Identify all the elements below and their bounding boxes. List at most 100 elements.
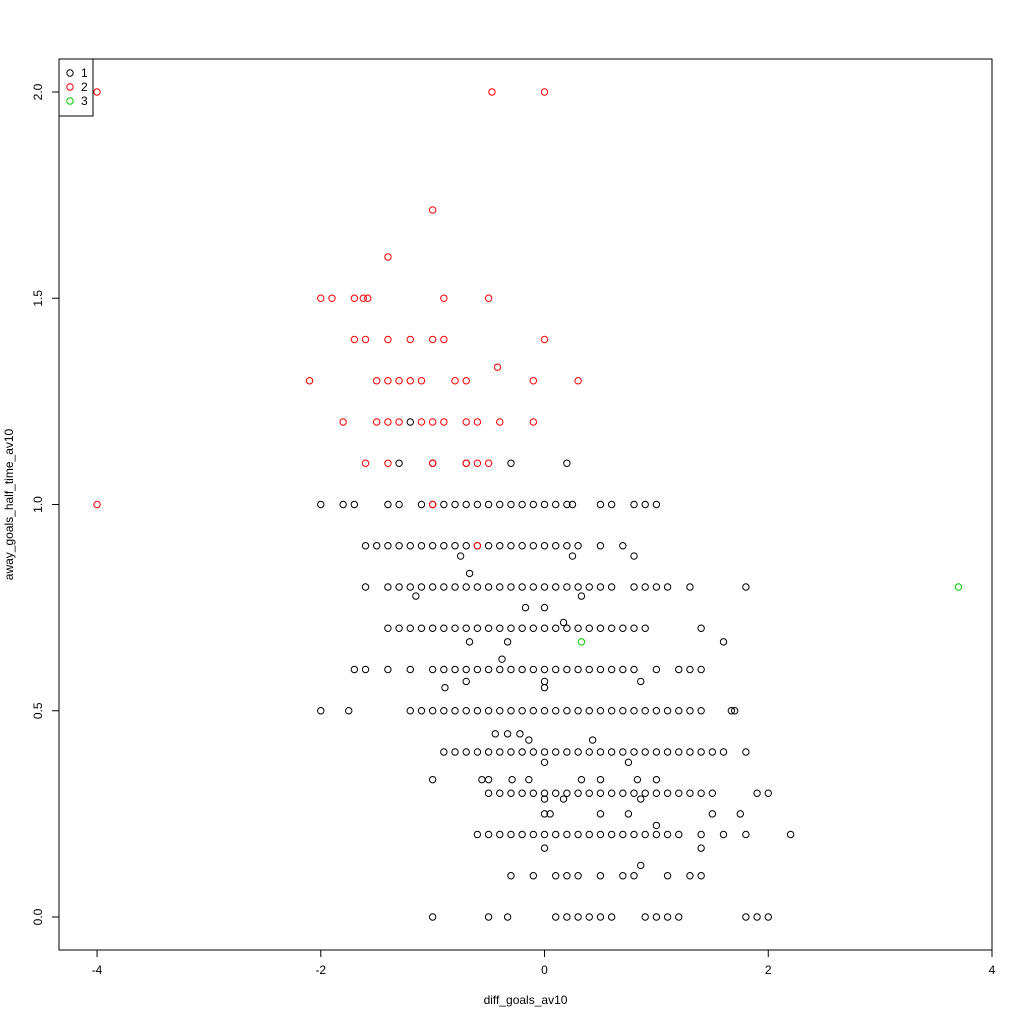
data-point <box>428 707 437 715</box>
data-point <box>406 542 414 550</box>
data-point <box>563 459 571 467</box>
data-point <box>641 583 649 591</box>
data-point <box>630 624 638 632</box>
data-point <box>462 707 470 715</box>
data-point <box>585 748 593 756</box>
data-point <box>451 707 459 715</box>
data-point <box>585 624 593 632</box>
data-point <box>395 500 403 509</box>
data-point <box>493 363 502 371</box>
data-point <box>736 810 744 818</box>
data-point <box>954 583 963 591</box>
data-point <box>518 707 526 715</box>
data-point <box>552 583 560 591</box>
data-point <box>619 665 627 674</box>
data-point <box>753 789 761 797</box>
data-point <box>675 748 683 756</box>
data-point <box>559 795 568 803</box>
data-point <box>596 913 605 921</box>
data-point <box>417 583 426 591</box>
data-point <box>317 707 325 715</box>
data-point <box>607 913 616 921</box>
data-point <box>719 638 728 646</box>
data-point <box>451 583 459 591</box>
data-point <box>563 583 571 591</box>
data-point <box>525 775 533 784</box>
data-point <box>350 665 359 674</box>
data-point <box>451 500 459 509</box>
data-point <box>529 624 538 632</box>
data-point <box>652 789 661 797</box>
data-point <box>507 459 515 467</box>
data-point <box>585 707 593 715</box>
data-point <box>462 418 470 426</box>
data-point <box>440 583 448 591</box>
data-point <box>507 748 515 756</box>
data-point <box>641 789 649 797</box>
data-point <box>663 872 672 880</box>
data-point <box>563 665 571 674</box>
y-tick-label: 2.0 <box>31 83 45 100</box>
data-point <box>588 736 597 744</box>
data-point <box>630 500 638 509</box>
data-point <box>518 789 526 797</box>
data-point <box>540 677 549 686</box>
data-point <box>540 844 549 852</box>
data-point <box>764 789 772 797</box>
data-point <box>652 748 661 756</box>
data-point <box>540 583 549 591</box>
data-point <box>473 542 482 550</box>
data-point <box>462 459 470 467</box>
data-point <box>518 830 526 839</box>
data-point <box>675 913 683 921</box>
data-point <box>462 665 470 674</box>
data-point <box>546 810 554 818</box>
data-point <box>350 500 359 509</box>
x-axis-title: diff_goals_av10 <box>484 993 568 1007</box>
data-point <box>440 542 448 550</box>
data-point <box>563 830 571 839</box>
data-point <box>540 830 549 839</box>
data-point <box>406 624 414 632</box>
data-point <box>607 500 616 509</box>
data-point <box>498 655 506 663</box>
data-point <box>484 913 493 921</box>
data-point <box>529 418 538 426</box>
data-point <box>596 872 605 880</box>
data-point <box>552 830 560 839</box>
data-point <box>384 418 392 426</box>
y-tick-label: 1.0 <box>31 496 45 513</box>
data-point <box>574 624 582 632</box>
data-point <box>508 775 516 784</box>
data-point <box>440 624 448 632</box>
data-point <box>484 789 493 797</box>
data-point <box>607 624 616 632</box>
data-point <box>406 335 414 344</box>
data-point <box>563 707 571 715</box>
data-point <box>417 500 426 509</box>
data-point <box>361 665 370 674</box>
y-axis: 0.0 0.5 1.0 1.5 2.0 <box>31 83 60 925</box>
data-point <box>350 335 359 344</box>
data-point <box>525 736 533 744</box>
legend-label: 1 <box>81 66 88 80</box>
data-point <box>742 748 750 756</box>
data-point <box>339 500 347 509</box>
data-point <box>540 500 549 509</box>
data-point <box>529 707 538 715</box>
data-point <box>529 500 538 509</box>
data-point <box>641 707 649 715</box>
data-point <box>507 500 515 509</box>
x-tick-label: -4 <box>92 963 103 977</box>
data-point <box>440 294 448 302</box>
data-point <box>540 707 549 715</box>
data-point <box>428 583 437 591</box>
data-point <box>675 789 683 797</box>
data-point <box>585 665 593 674</box>
data-point <box>697 830 705 839</box>
x-axis: -4 -2 0 2 4 <box>92 949 996 977</box>
data-point <box>641 748 649 756</box>
data-point <box>577 638 586 646</box>
data-point <box>624 810 633 818</box>
data-point <box>496 789 504 797</box>
